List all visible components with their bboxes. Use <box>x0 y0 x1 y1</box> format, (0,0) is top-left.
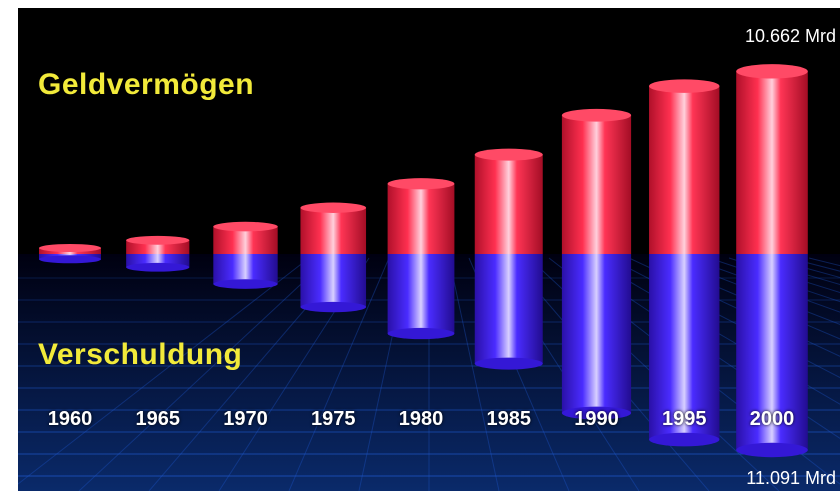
x-tick-label: 1970 <box>223 408 268 430</box>
bar-verschuldung-base <box>561 406 632 420</box>
bar-verschuldung <box>300 254 367 308</box>
bar-verschuldung-base <box>736 442 808 458</box>
x-tick-label: 1975 <box>311 408 356 430</box>
bar-verschuldung <box>387 254 455 334</box>
bar-geldvermoegen-cap <box>300 202 367 213</box>
bar-geldvermoegen <box>649 86 720 255</box>
floor-grid-line <box>78 257 330 491</box>
bar-verschuldung-base <box>213 279 278 289</box>
series-title-top: Geldvermögen <box>38 68 255 101</box>
floor-grid-line <box>288 257 390 491</box>
floor-grid-line <box>18 257 310 485</box>
bar-geldvermoegen <box>474 154 543 254</box>
bar-geldvermoegen-cap <box>213 221 278 232</box>
bar-verschuldung-base <box>649 432 720 447</box>
bar-geldvermoegen-cap <box>474 148 543 161</box>
bar-verschuldung <box>213 254 278 285</box>
x-tick-label: 1985 <box>486 408 532 430</box>
bar-geldvermoegen-cap <box>736 64 808 79</box>
annotation-bottom-value: 11.091 Mrd <box>746 468 836 488</box>
bar-verschuldung <box>561 254 632 414</box>
bar-verschuldung-base <box>474 357 543 370</box>
bars <box>39 64 808 458</box>
bar-geldvermoegen <box>300 207 367 254</box>
bar-verschuldung <box>649 254 720 440</box>
chart-frame: Geldvermögen Verschuldung 10.662 Mrd 11.… <box>18 8 840 491</box>
bar-geldvermoegen <box>561 115 632 254</box>
series-title-bottom: Verschuldung <box>38 338 243 371</box>
bar-geldvermoegen <box>736 71 808 254</box>
chart-svg <box>18 8 840 491</box>
bar-verschuldung <box>736 254 808 450</box>
bar-geldvermoegen-cap <box>561 108 632 122</box>
bar-geldvermoegen <box>387 183 455 254</box>
bar-geldvermoegen-cap <box>39 244 101 252</box>
floor-grid-line <box>448 257 500 491</box>
floor-grid-line <box>708 257 840 303</box>
bar-verschuldung-base <box>300 301 367 313</box>
x-tick-label: 1980 <box>398 408 444 430</box>
bar-verschuldung <box>474 254 543 364</box>
bar-verschuldung-base <box>39 255 101 264</box>
x-tick-label: 1990 <box>574 408 619 430</box>
x-tick-label: 1960 <box>47 408 93 430</box>
bar-geldvermoegen-cap <box>126 235 190 245</box>
x-tick-label: 2000 <box>749 408 795 430</box>
x-tick-label: 1965 <box>135 408 181 430</box>
bar-geldvermoegen-cap <box>649 79 720 93</box>
bar-verschuldung-base <box>126 262 190 272</box>
annotation-top-value: 10.662 Mrd <box>744 26 836 46</box>
x-tick-label: 1995 <box>662 408 707 430</box>
bar-verschuldung-base <box>387 327 455 340</box>
bar-geldvermoegen-cap <box>387 178 455 190</box>
